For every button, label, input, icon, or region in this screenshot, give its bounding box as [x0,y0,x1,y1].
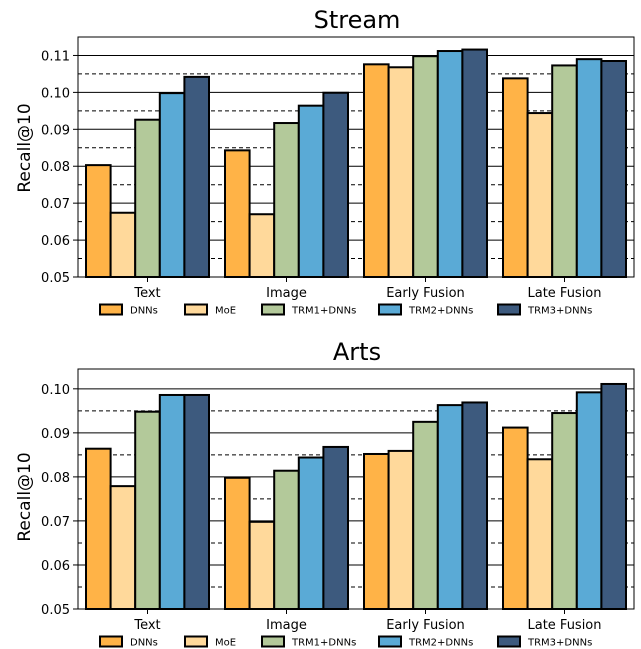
legend-swatch [99,303,123,316]
legend: DNNs MoE TRM1+DNNs TRM2+DNNs TRM3+DNNs [99,303,592,317]
legend-label: TRM2+DNNs [408,306,473,317]
bars [85,48,628,279]
y-tick-label: 0.09 [41,123,70,138]
bar-trm3-dnns-2 [461,48,488,278]
legend-swatch [261,635,285,648]
bar-trm1-dnns-1 [273,122,300,279]
legend-swatch [497,635,521,648]
bar-trm3-dnns-2 [461,401,488,610]
bar-dnns-0 [85,447,112,610]
legend-swatch [184,303,208,316]
legend-label: DNNs [130,638,158,649]
bar-trm1-dnns-3 [551,412,578,610]
x-tick-label: Early Fusion [386,618,465,633]
y-tick-label: 0.06 [41,234,70,249]
chart-stream: Stream Recall@10 0.05 0.06 0.07 0.08 0.09 0.1… [15,6,635,317]
chart-arts: Arts Recall@10 0.050.060.070.080.090.10 … [15,338,635,649]
x-tick-label: Text [133,618,160,633]
bar-trm3-dnns-1 [322,445,349,610]
bar-dnns-3 [502,426,529,611]
bar-trm2-dnns-3 [575,391,603,610]
bar-dnns-2 [363,452,390,610]
y-tick-label: 0.06 [41,559,70,574]
bars [85,382,628,611]
y-tick-label: 0.05 [41,271,70,286]
legend-swatch [497,303,521,316]
legend-swatch [99,635,123,648]
plot-frame [77,368,635,610]
legend-label: TRM3+DNNs [527,306,592,317]
y-ticks: 0.05 0.06 0.07 0.08 0.09 0.10 [41,383,78,618]
chart-title: Stream [314,6,401,34]
legend-swatch [378,303,402,316]
y-axis-label: Recall@10 [15,452,35,541]
bar-moe-0 [109,211,137,278]
x-tick-labels: Text Image Early Fusion Late Fusion [133,277,602,301]
bar-moe-0 [109,485,137,610]
x-tick-labels: Text Image Early Fusion Late Fusion [133,609,602,633]
y-tick-label: 0.08 [41,471,70,486]
y-tick-label: 0.08 [41,160,70,175]
bar-dnns-3 [502,77,529,278]
bar-trm1-dnns-0 [134,118,161,279]
y-tick-label: 0.10 [41,86,70,101]
bar-trm2-dnns-0 [158,92,186,278]
plot-frame [77,36,635,278]
legend-label: TRM3+DNNs [527,638,592,649]
bar-moe-1 [248,213,276,279]
bar-trm1-dnns-0 [134,410,161,611]
y-tick-label: 0.07 [41,515,70,530]
bar-moe-3 [526,112,554,278]
legend-label: MoE [215,638,236,649]
y-axis-label: Recall@10 [15,103,35,192]
legend-swatch [378,635,402,648]
legend: DNNs MoE TRM1+DNNs TRM2+DNNs TRM3+DNNs [99,635,592,649]
legend-label: TRM2+DNNs [408,638,473,649]
bar-moe-1 [248,520,276,610]
legend-swatch [261,303,285,316]
bar-dnns-0 [85,164,112,278]
bar-trm3-dnns-3 [600,60,628,278]
x-tick-label: Image [266,286,307,301]
bar-trm2-dnns-1 [297,456,325,610]
bar-dnns-1 [224,476,251,610]
bar-trm1-dnns-2 [412,55,439,279]
legend-swatch [184,635,208,648]
x-tick-label: Image [266,618,307,633]
bar-trm3-dnns-1 [322,91,349,278]
bar-trm2-dnns-2 [436,404,464,610]
bar-trm2-dnns-3 [575,58,603,279]
bar-trm1-dnns-3 [551,64,578,278]
bar-trm2-dnns-2 [436,50,464,279]
y-ticks: 0.05 0.06 0.07 0.08 0.09 0.10 0.11 [41,49,78,286]
x-tick-label: Late Fusion [527,618,601,633]
legend-label: MoE [215,306,236,317]
legend-label: TRM1+DNNs [291,306,356,317]
legend-label: TRM1+DNNs [291,638,356,649]
x-tick-label: Text [133,286,160,301]
y-tick-label: 0.05 [41,603,70,618]
x-tick-label: Early Fusion [386,286,465,301]
y-tick-label: 0.10 [41,383,70,398]
y-tick-label: 0.07 [41,197,70,212]
bar-dnns-1 [224,149,251,279]
y-tick-label: 0.11 [41,49,70,64]
x-tick-label: Late Fusion [527,286,601,301]
bar-trm3-dnns-0 [183,393,210,610]
bar-trm1-dnns-2 [412,420,439,610]
bar-moe-3 [526,458,554,611]
bar-trm2-dnns-1 [297,104,325,278]
bar-moe-2 [387,449,415,610]
bar-dnns-2 [363,63,390,278]
bar-moe-2 [387,66,415,279]
bar-trm3-dnns-0 [183,75,210,278]
y-tick-label: 0.09 [41,427,70,442]
bar-trm3-dnns-3 [600,382,628,610]
bar-trm2-dnns-0 [158,393,186,610]
bar-trm1-dnns-1 [273,469,300,610]
legend-label: DNNs [130,306,158,317]
chart-title: Arts [333,338,381,366]
